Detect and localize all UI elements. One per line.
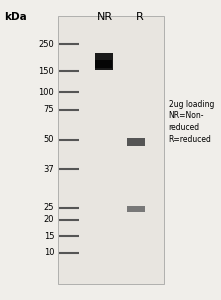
Text: 20: 20: [44, 215, 54, 224]
Text: 2ug loading
NR=Non-
reduced
R=reduced: 2ug loading NR=Non- reduced R=reduced: [169, 100, 214, 144]
Text: 25: 25: [44, 203, 54, 212]
Text: kDa: kDa: [4, 12, 27, 22]
Bar: [127, 137, 145, 146]
Bar: [58, 16, 164, 284]
Text: 10: 10: [44, 248, 54, 257]
Text: 250: 250: [38, 40, 54, 49]
Text: 75: 75: [44, 105, 54, 114]
Text: 15: 15: [44, 232, 54, 241]
Text: 50: 50: [44, 135, 54, 144]
Text: NR: NR: [97, 12, 113, 22]
Bar: [95, 60, 112, 68]
Bar: [127, 206, 145, 212]
Text: 100: 100: [38, 88, 54, 97]
Text: 150: 150: [38, 67, 54, 76]
Text: R: R: [135, 12, 143, 22]
Text: 37: 37: [43, 165, 54, 174]
Bar: [95, 53, 113, 70]
